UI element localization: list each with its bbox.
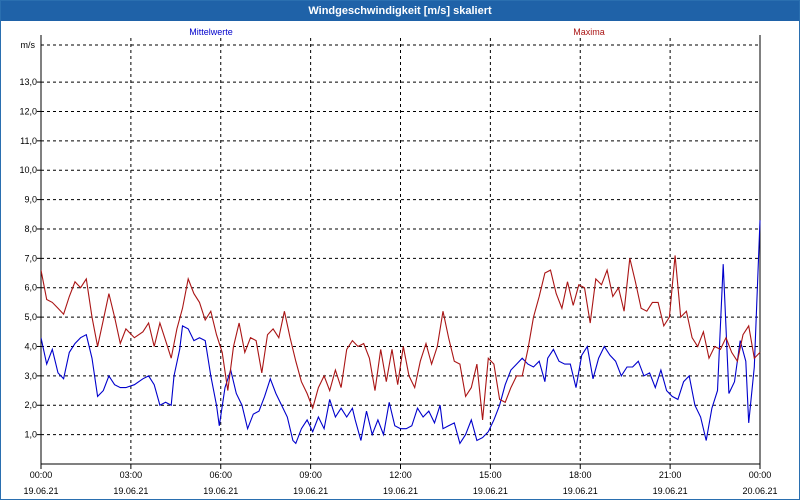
legend-maxima: Maxima bbox=[573, 27, 605, 37]
x-tick-date-label: 19.06.21 bbox=[23, 486, 58, 496]
x-tick-time-label: 12:00 bbox=[389, 470, 412, 480]
x-tick-time-label: 00:00 bbox=[30, 470, 53, 480]
x-tick-time-label: 18:00 bbox=[569, 470, 592, 480]
line-chart: 1,0 2,0 3,0 4,0 5,0 6,0 7,0 8,0 9,0 10,0 11,0 12,0 1… bbox=[19, 27, 777, 496]
x-tick-date-label: 19.06.21 bbox=[473, 486, 508, 496]
y-tick-label: 9,0 bbox=[24, 195, 37, 205]
x-tick-date-label: 19.06.21 bbox=[383, 486, 418, 496]
y-tick-label: 5,0 bbox=[24, 312, 37, 322]
x-tick-date-label: 19.06.21 bbox=[293, 486, 328, 496]
x-tick-date-label: 19.06.21 bbox=[653, 486, 688, 496]
series-line-maxima bbox=[41, 255, 761, 420]
y-tick-label: 6,0 bbox=[24, 283, 37, 293]
chart-title: Windgeschwindigkeit [m/s] skaliert bbox=[1, 1, 799, 21]
y-tick-label: 7,0 bbox=[24, 253, 37, 263]
series-line-mittelwerte bbox=[41, 220, 761, 445]
y-tick-label: 13,0 bbox=[19, 77, 37, 87]
x-tick-time-label: 09:00 bbox=[299, 470, 322, 480]
y-tick-label: 12,0 bbox=[19, 106, 37, 116]
y-tick-label: 2,0 bbox=[24, 400, 37, 410]
x-tick-time-label: 06:00 bbox=[209, 470, 232, 480]
x-tick-date-label: 20.06.21 bbox=[742, 486, 777, 496]
y-axis-label: m/s bbox=[21, 40, 36, 50]
x-tick-date-label: 19.06.21 bbox=[113, 486, 148, 496]
y-tick-label: 3,0 bbox=[24, 371, 37, 381]
x-tick-time-label: 00:00 bbox=[749, 470, 772, 480]
x-tick-time-label: 03:00 bbox=[120, 470, 143, 480]
y-tick-label: 4,0 bbox=[24, 341, 37, 351]
legend-mittelwerte: Mittelwerte bbox=[189, 27, 233, 37]
y-tick-label: 10,0 bbox=[19, 165, 37, 175]
y-tick-label: 11,0 bbox=[20, 136, 37, 146]
x-tick-date-label: 19.06.21 bbox=[203, 486, 238, 496]
x-tick-time-label: 21:00 bbox=[659, 470, 682, 480]
x-tick-time-label: 15:00 bbox=[479, 470, 502, 480]
x-tick-date-label: 19.06.21 bbox=[563, 486, 598, 496]
y-tick-label: 1,0 bbox=[24, 430, 37, 440]
y-tick-label: 8,0 bbox=[24, 224, 37, 234]
